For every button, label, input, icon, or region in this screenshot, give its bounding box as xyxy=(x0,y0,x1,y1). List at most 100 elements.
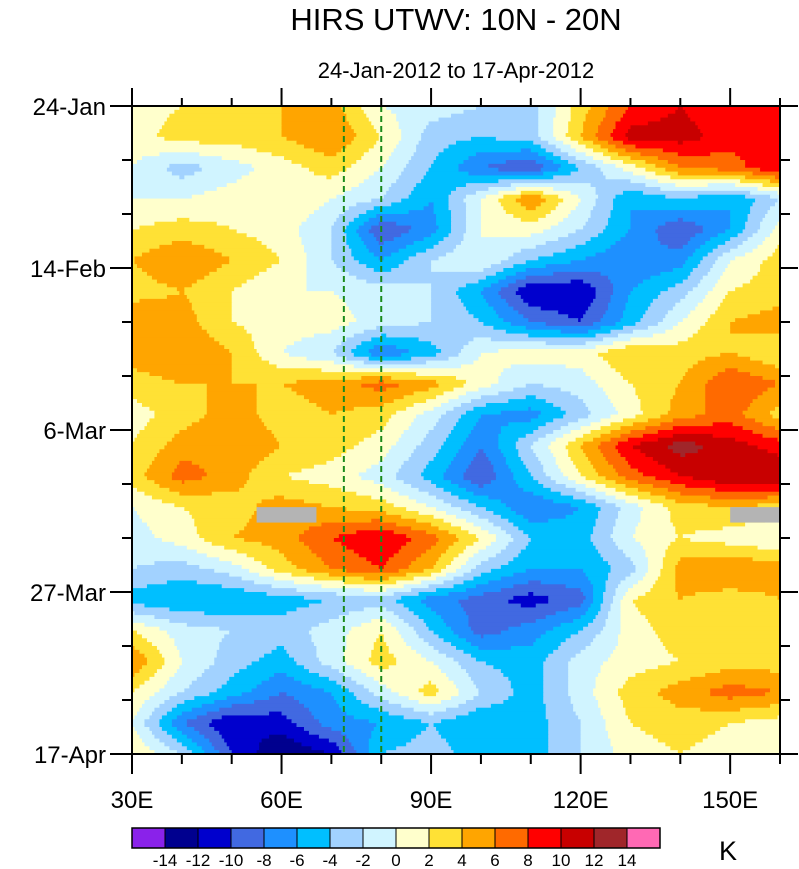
contour-cell xyxy=(613,202,754,207)
contour-cell xyxy=(670,746,691,751)
contour-cell xyxy=(465,306,494,312)
contour-cell xyxy=(558,310,587,315)
contour-cell xyxy=(478,514,502,520)
contour-cell xyxy=(346,507,407,512)
contour-cell xyxy=(770,179,781,184)
contour-cell xyxy=(545,214,569,219)
contour-cell xyxy=(515,271,554,277)
contour-cell xyxy=(358,260,405,265)
contour-cell xyxy=(196,742,213,747)
contour-cell xyxy=(568,129,584,134)
contour-cell xyxy=(770,206,781,211)
contour-cell xyxy=(465,379,499,385)
contour-cell xyxy=(259,657,295,663)
contour-cell xyxy=(640,511,671,516)
contour-cell xyxy=(615,241,661,246)
contour-cell xyxy=(393,653,422,659)
contour-cell xyxy=(353,665,380,670)
contour-cell xyxy=(346,634,380,639)
contour-cell xyxy=(578,140,594,146)
contour-cell xyxy=(438,383,465,389)
contour-cell xyxy=(438,418,460,423)
contour-cell xyxy=(615,468,639,474)
contour-cell xyxy=(608,275,651,281)
contour-cell xyxy=(428,491,452,497)
contour-cell xyxy=(583,279,612,285)
contour-cell xyxy=(146,476,173,481)
contour-cell xyxy=(386,561,412,566)
contour-cell xyxy=(468,433,499,439)
contour-cell xyxy=(256,391,298,396)
contour-cell xyxy=(398,264,432,269)
contour-cell xyxy=(735,152,781,157)
contour-cell xyxy=(555,460,574,466)
contour-cell xyxy=(241,175,327,180)
contour-cell xyxy=(431,572,447,578)
contour-cell xyxy=(313,642,347,647)
contour-cell xyxy=(378,221,397,227)
contour-cell xyxy=(533,642,562,647)
contour-cell xyxy=(318,622,362,628)
contour-cell xyxy=(465,561,482,566)
contour-cell xyxy=(336,410,397,416)
contour-cell xyxy=(528,580,542,585)
contour-cell xyxy=(618,472,644,477)
contour-cell xyxy=(640,727,721,732)
contour-cell xyxy=(645,160,669,165)
contour-cell xyxy=(458,661,487,666)
contour-cell xyxy=(191,738,210,744)
contour-cell xyxy=(214,568,250,574)
contour-cell xyxy=(139,684,165,690)
contour-cell xyxy=(289,653,318,659)
contour-cell xyxy=(613,206,751,211)
contour-cell xyxy=(625,306,649,312)
contour-cell xyxy=(580,746,614,751)
contour-cell xyxy=(460,603,522,609)
contour-cell xyxy=(271,649,288,655)
contour-cell xyxy=(393,399,427,404)
contour-cell xyxy=(600,669,647,674)
contour-cell xyxy=(672,268,694,273)
contour-cell xyxy=(431,264,492,269)
contour-cell xyxy=(132,549,198,555)
contour-cell xyxy=(613,283,639,288)
contour-cell xyxy=(361,237,377,242)
contour-cell xyxy=(535,638,567,643)
contour-cell xyxy=(458,163,489,169)
contour-cell xyxy=(598,700,624,705)
contour-cell xyxy=(637,522,674,528)
contour-cell xyxy=(568,453,587,458)
contour-cell xyxy=(657,634,781,639)
contour-cell xyxy=(757,445,781,450)
contour-cell xyxy=(164,684,190,690)
contour-cell xyxy=(226,680,263,686)
contour-cell xyxy=(710,314,749,319)
contour-cell xyxy=(662,565,676,570)
contour-cell xyxy=(346,167,380,173)
contour-cell xyxy=(533,449,552,454)
contour-cell xyxy=(343,298,432,304)
contour-cell xyxy=(383,256,410,261)
contour-cell xyxy=(453,426,475,431)
contour-cell xyxy=(548,730,582,736)
contour-cell xyxy=(336,700,362,705)
contour-cell xyxy=(575,437,594,443)
contour-cell xyxy=(657,430,754,435)
contour-cell xyxy=(338,171,375,177)
contour-cell xyxy=(545,703,574,709)
contour-cell xyxy=(279,441,360,447)
contour-cell xyxy=(583,225,607,231)
contour-cell xyxy=(747,214,766,219)
contour-cell xyxy=(401,233,432,238)
contour-cell xyxy=(451,503,477,508)
contour-cell xyxy=(615,406,642,412)
contour-cell xyxy=(259,271,308,277)
contour-cell xyxy=(363,109,392,115)
contour-cell xyxy=(331,233,347,238)
contour-cell xyxy=(166,711,183,717)
contour-cell xyxy=(525,206,537,211)
contour-cell xyxy=(645,426,674,431)
contour-cell xyxy=(627,437,659,443)
contour-cell xyxy=(256,349,285,354)
contour-cell xyxy=(132,121,165,126)
